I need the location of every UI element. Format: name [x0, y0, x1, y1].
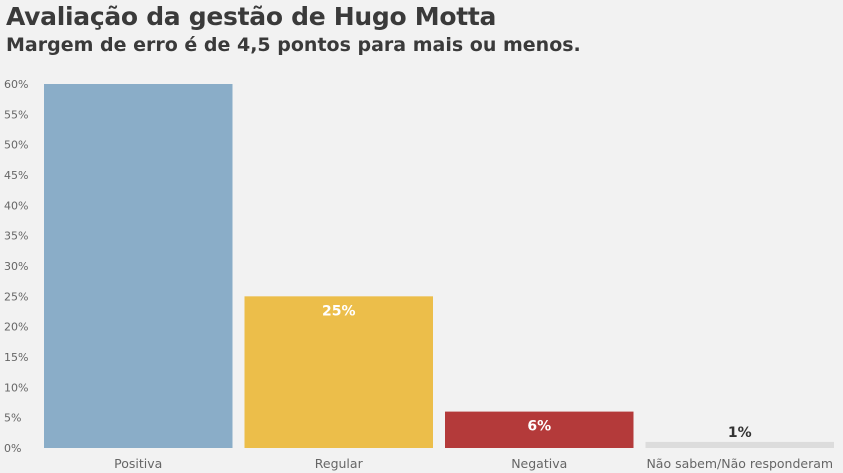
bar — [645, 441, 834, 448]
bar — [445, 411, 634, 448]
y-tick-label: 45% — [4, 169, 28, 182]
y-tick-label: 15% — [4, 351, 28, 364]
bars — [44, 84, 834, 448]
chart-title: Avaliação da gestão de Hugo Motta — [6, 2, 497, 31]
y-tick-label: 55% — [4, 108, 28, 121]
x-axis: Positiva Regular Negativa Não sabem/Não res… — [114, 456, 833, 471]
bar — [44, 84, 233, 448]
y-tick-label: 5% — [4, 412, 21, 425]
y-tick-label: 50% — [4, 139, 28, 152]
x-category-label: Positiva — [114, 456, 162, 471]
data-label: 1% — [728, 425, 752, 441]
y-tick-label: 60% — [4, 78, 28, 91]
y-tick-label: 10% — [4, 381, 28, 394]
y-tick-label: 35% — [4, 230, 28, 243]
x-category-label: Negativa — [511, 456, 567, 471]
x-category-label: Não sabem/Não responderam — [646, 456, 833, 471]
data-labels: 25% 6% 1% — [322, 303, 752, 441]
y-tick-label: 20% — [4, 321, 28, 334]
x-category-label: Regular — [315, 456, 364, 471]
data-label: 25% — [322, 303, 356, 319]
y-tick-label: 25% — [4, 290, 28, 303]
y-tick-label: 40% — [4, 199, 28, 212]
chart-subtitle: Margem de erro é de 4,5 pontos para mais… — [6, 34, 581, 56]
y-tick-label: 30% — [4, 260, 28, 273]
y-axis: 0% 5% 10% 15% 20% 25% 30% 35% 40% 45% 50% 55% 60% — [4, 78, 28, 455]
bar — [244, 296, 433, 448]
y-tick-label: 0% — [4, 442, 21, 455]
data-label: 6% — [527, 419, 551, 435]
